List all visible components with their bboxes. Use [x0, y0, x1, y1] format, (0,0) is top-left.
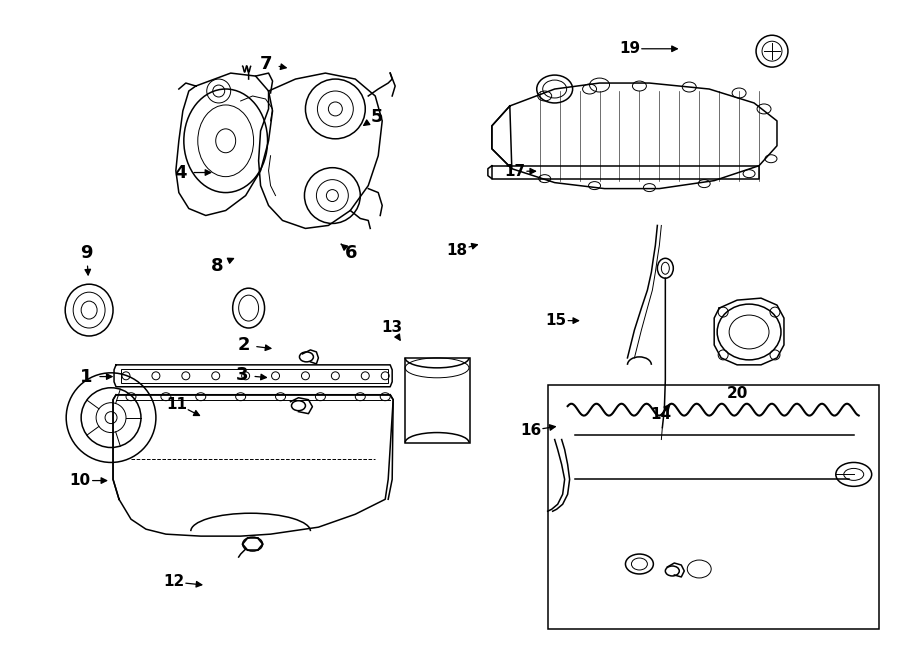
- Bar: [405, 358, 470, 442]
- Text: 4: 4: [175, 163, 187, 182]
- Text: 2: 2: [238, 336, 250, 354]
- Text: 3: 3: [236, 366, 248, 384]
- Text: 19: 19: [619, 41, 640, 56]
- Text: 18: 18: [446, 243, 468, 258]
- Text: 15: 15: [545, 313, 566, 328]
- Text: 8: 8: [211, 257, 223, 275]
- Text: 16: 16: [520, 423, 542, 438]
- Text: 17: 17: [504, 164, 526, 178]
- Text: 7: 7: [260, 55, 273, 73]
- Text: 9: 9: [80, 244, 93, 262]
- Text: 11: 11: [166, 397, 188, 412]
- Text: 12: 12: [163, 574, 184, 590]
- Text: 14: 14: [651, 407, 671, 422]
- Bar: [121, 369, 388, 383]
- Text: 5: 5: [370, 108, 382, 126]
- Text: 6: 6: [345, 244, 357, 262]
- Text: 20: 20: [726, 385, 748, 401]
- Text: 10: 10: [70, 473, 91, 488]
- Text: 1: 1: [80, 368, 93, 385]
- Text: 13: 13: [381, 320, 402, 334]
- Bar: [548, 385, 878, 629]
